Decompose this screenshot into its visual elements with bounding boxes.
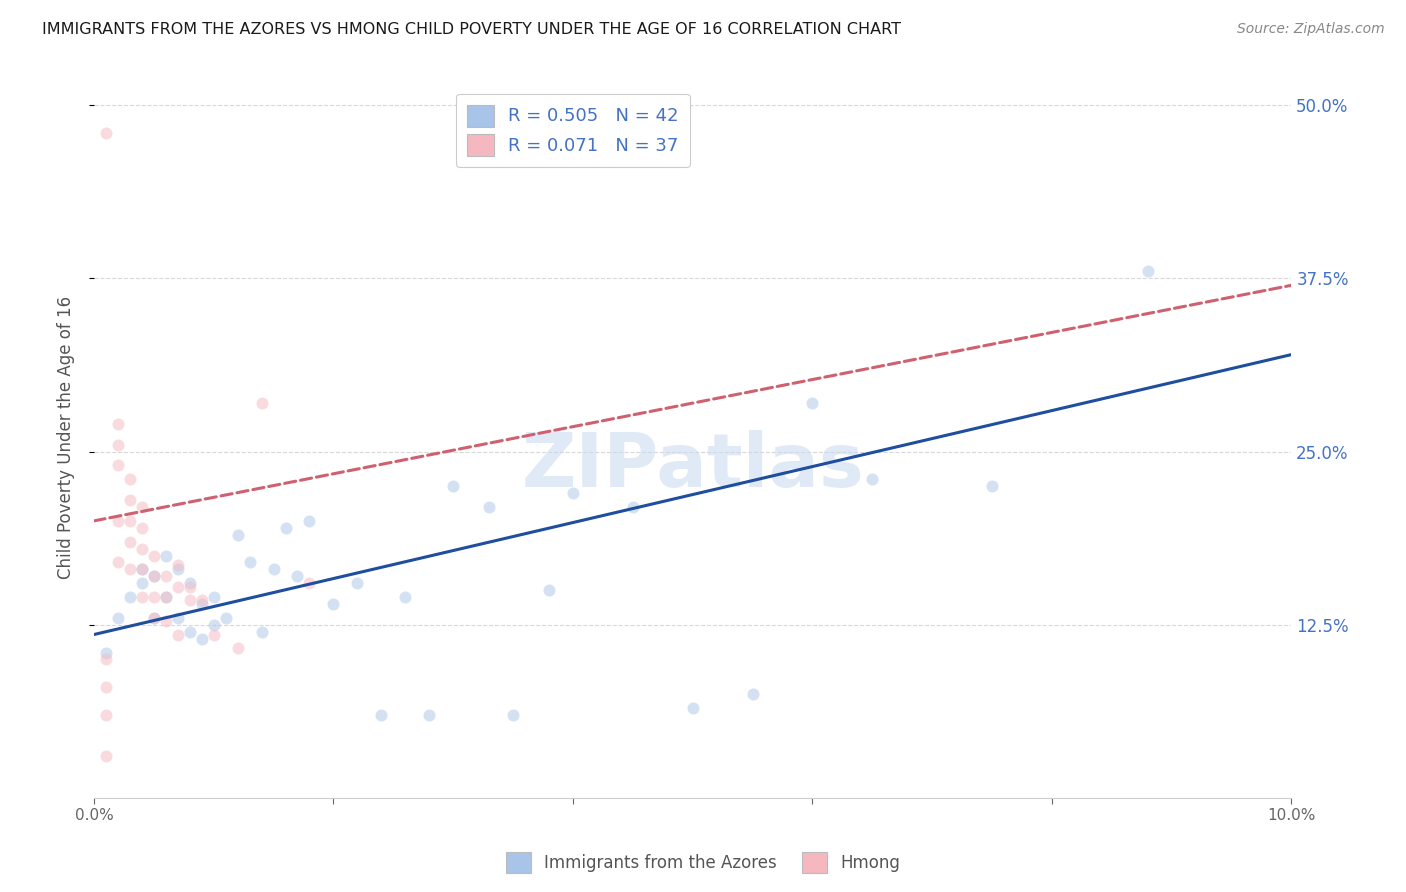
Point — [107, 458, 129, 473]
Point — [561, 486, 583, 500]
Point — [263, 562, 285, 576]
Point — [502, 707, 524, 722]
Point — [142, 611, 165, 625]
Point — [621, 500, 644, 514]
Point — [478, 500, 501, 514]
Point — [107, 417, 129, 431]
Point — [1136, 264, 1159, 278]
Point — [239, 556, 262, 570]
Point — [250, 624, 273, 639]
Point — [741, 687, 763, 701]
Text: Source: ZipAtlas.com: Source: ZipAtlas.com — [1237, 22, 1385, 37]
Point — [142, 569, 165, 583]
Point — [394, 590, 416, 604]
Point — [107, 611, 129, 625]
Point — [131, 562, 153, 576]
Point — [418, 707, 440, 722]
Point — [441, 479, 464, 493]
Legend: R = 0.505   N = 42, R = 0.071   N = 37: R = 0.505 N = 42, R = 0.071 N = 37 — [456, 94, 690, 167]
Point — [155, 614, 177, 628]
Point — [94, 126, 117, 140]
Point — [142, 611, 165, 625]
Point — [94, 680, 117, 694]
Point — [202, 627, 225, 641]
Point — [190, 593, 212, 607]
Point — [190, 632, 212, 646]
Legend: Immigrants from the Azores, Hmong: Immigrants from the Azores, Hmong — [499, 846, 907, 880]
Point — [142, 569, 165, 583]
Point — [250, 396, 273, 410]
Point — [107, 438, 129, 452]
Point — [155, 590, 177, 604]
Point — [94, 646, 117, 660]
Point — [155, 549, 177, 563]
Point — [981, 479, 1004, 493]
Point — [537, 583, 560, 598]
Point — [860, 472, 883, 486]
Point — [179, 593, 201, 607]
Point — [166, 558, 188, 573]
Point — [118, 472, 141, 486]
Point — [190, 597, 212, 611]
Point — [226, 528, 249, 542]
Point — [142, 590, 165, 604]
Point — [166, 611, 188, 625]
Point — [131, 521, 153, 535]
Text: ZIPatlas: ZIPatlas — [522, 430, 863, 503]
Text: IMMIGRANTS FROM THE AZORES VS HMONG CHILD POVERTY UNDER THE AGE OF 16 CORRELATIO: IMMIGRANTS FROM THE AZORES VS HMONG CHIL… — [42, 22, 901, 37]
Point — [131, 541, 153, 556]
Y-axis label: Child Poverty Under the Age of 16: Child Poverty Under the Age of 16 — [58, 296, 75, 579]
Point — [155, 569, 177, 583]
Point — [107, 556, 129, 570]
Point — [118, 514, 141, 528]
Point — [287, 569, 309, 583]
Point — [107, 514, 129, 528]
Point — [142, 549, 165, 563]
Point — [166, 627, 188, 641]
Point — [179, 581, 201, 595]
Point — [214, 611, 236, 625]
Point — [118, 590, 141, 604]
Point — [801, 396, 824, 410]
Point — [298, 576, 321, 591]
Point — [682, 701, 704, 715]
Point — [131, 562, 153, 576]
Point — [131, 576, 153, 591]
Point — [118, 493, 141, 508]
Point — [322, 597, 344, 611]
Point — [166, 581, 188, 595]
Point — [166, 562, 188, 576]
Point — [94, 707, 117, 722]
Point — [370, 707, 392, 722]
Point — [346, 576, 368, 591]
Point — [131, 500, 153, 514]
Point — [155, 590, 177, 604]
Point — [179, 576, 201, 591]
Point — [94, 749, 117, 764]
Point — [202, 617, 225, 632]
Point — [226, 641, 249, 656]
Point — [131, 590, 153, 604]
Point — [118, 534, 141, 549]
Point — [179, 624, 201, 639]
Point — [274, 521, 297, 535]
Point — [118, 562, 141, 576]
Point — [298, 514, 321, 528]
Point — [94, 652, 117, 666]
Point — [202, 590, 225, 604]
